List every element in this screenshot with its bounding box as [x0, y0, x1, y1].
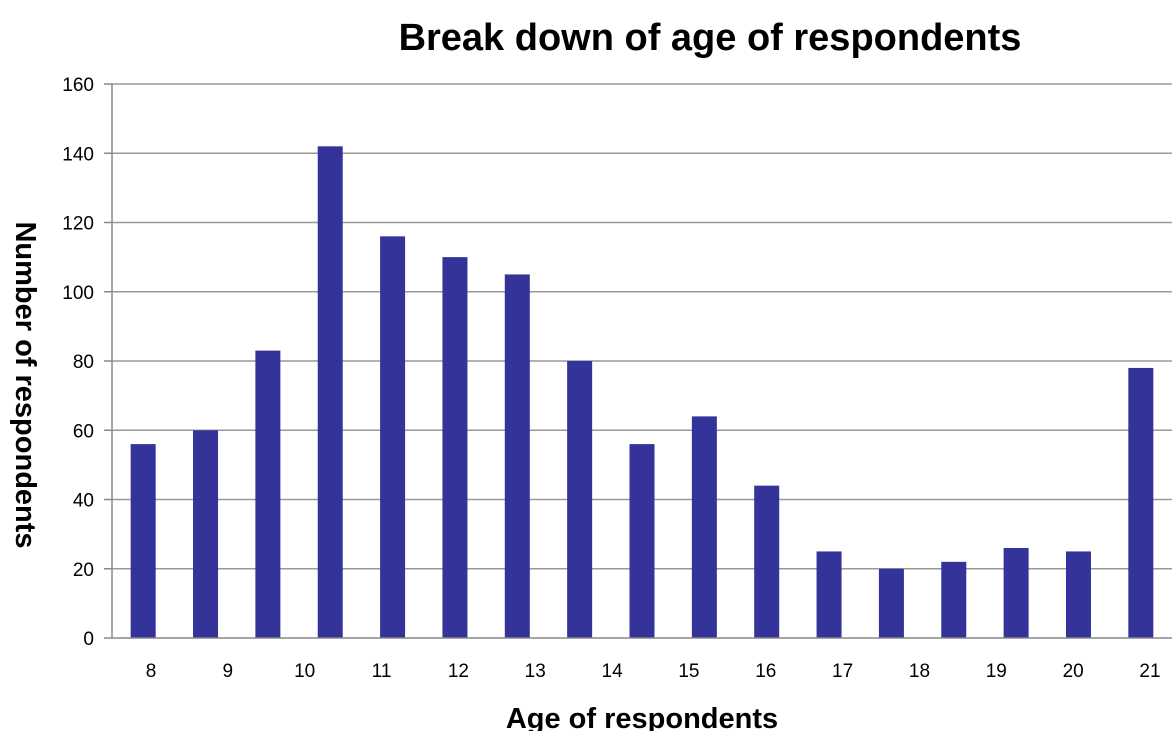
bar: [442, 257, 468, 638]
bar: [878, 568, 904, 638]
bar: [754, 485, 780, 638]
x-tick-label: 17: [832, 661, 853, 682]
bar: [317, 146, 343, 638]
bar: [193, 430, 219, 638]
bar: [380, 236, 406, 638]
x-tick-label: 13: [525, 661, 546, 682]
bar: [504, 274, 530, 638]
y-tick-label: 40: [73, 491, 94, 512]
gridlines: [112, 83, 1172, 570]
x-tick-label: 15: [678, 661, 699, 682]
x-tick-label: 12: [448, 661, 469, 682]
x-tick-label: 10: [294, 661, 315, 682]
y-tick-label: 60: [73, 421, 94, 442]
bar: [1065, 551, 1091, 638]
x-axis-title: Age of respondents: [506, 703, 778, 731]
y-axis-title: Number of respondents: [9, 221, 41, 548]
axes: [104, 83, 1172, 639]
y-tick-label: 0: [83, 629, 94, 650]
bar: [691, 416, 717, 638]
x-tick-labels: 8 9 10 11 12 13 14 15 16 17 18 19 20 21: [146, 661, 1161, 682]
x-tick-label: 18: [909, 661, 930, 682]
x-tick-label: 19: [986, 661, 1007, 682]
y-tick-labels: 0 20 40 60 80 100 120 140 160: [62, 75, 94, 650]
bar: [629, 444, 655, 638]
y-tick-label: 140: [62, 144, 94, 165]
x-tick-label: 9: [223, 661, 234, 682]
y-tick-label: 160: [62, 75, 94, 96]
bar: [816, 551, 842, 638]
y-tick-label: 20: [73, 560, 94, 581]
x-tick-label: 16: [755, 661, 776, 682]
bar: [1003, 547, 1029, 638]
x-tick-label: 14: [602, 661, 624, 682]
y-tick-label: 80: [73, 352, 94, 373]
x-tick-label: 21: [1139, 661, 1160, 682]
y-tick-label: 120: [62, 214, 94, 235]
y-tick-label: 100: [62, 283, 94, 304]
chart-title: Break down of age of respondents: [399, 17, 1022, 59]
bar: [130, 444, 156, 638]
bar: [567, 361, 593, 638]
bar: [1128, 367, 1154, 638]
bar: [941, 561, 967, 638]
bar: [255, 350, 281, 638]
x-tick-label: 20: [1063, 661, 1084, 682]
x-tick-label: 8: [146, 661, 157, 682]
x-tick-label: 11: [372, 661, 392, 682]
bars: [130, 146, 1154, 638]
